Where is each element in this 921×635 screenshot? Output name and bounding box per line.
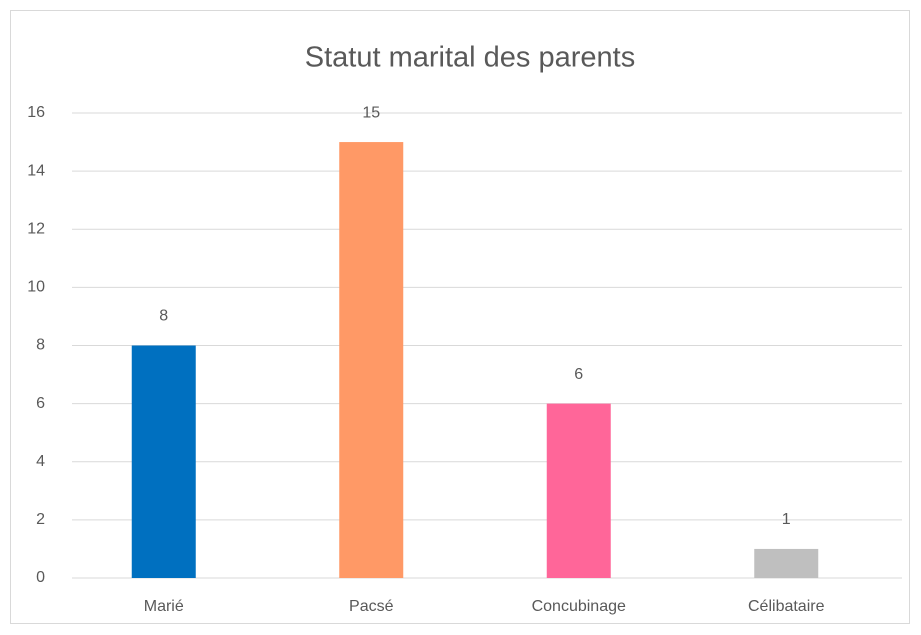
bar	[131, 345, 196, 578]
y-tick-label: 16	[27, 104, 45, 121]
x-tick-label: Pacsé	[349, 598, 394, 615]
data-label: 1	[782, 511, 791, 528]
y-tick-label: 10	[27, 279, 45, 296]
y-tick-label: 12	[27, 220, 45, 237]
data-label: 8	[159, 308, 168, 325]
y-tick-label: 8	[36, 337, 45, 354]
bar	[546, 403, 611, 578]
bar	[339, 142, 404, 578]
x-tick-label: Marié	[144, 598, 184, 615]
y-tick-label: 14	[27, 162, 45, 179]
x-tick-label: Concubinage	[532, 598, 626, 615]
y-tick-label: 6	[36, 395, 45, 412]
bar	[754, 548, 819, 578]
x-tick-label: Célibataire	[748, 598, 825, 615]
y-tick-label: 4	[36, 453, 45, 470]
y-tick-label: 2	[36, 511, 45, 528]
data-label: 6	[574, 366, 583, 383]
y-tick-label: 0	[36, 569, 45, 586]
chart-title: Statut marital des parents	[305, 42, 635, 74]
data-label: 15	[362, 104, 380, 121]
